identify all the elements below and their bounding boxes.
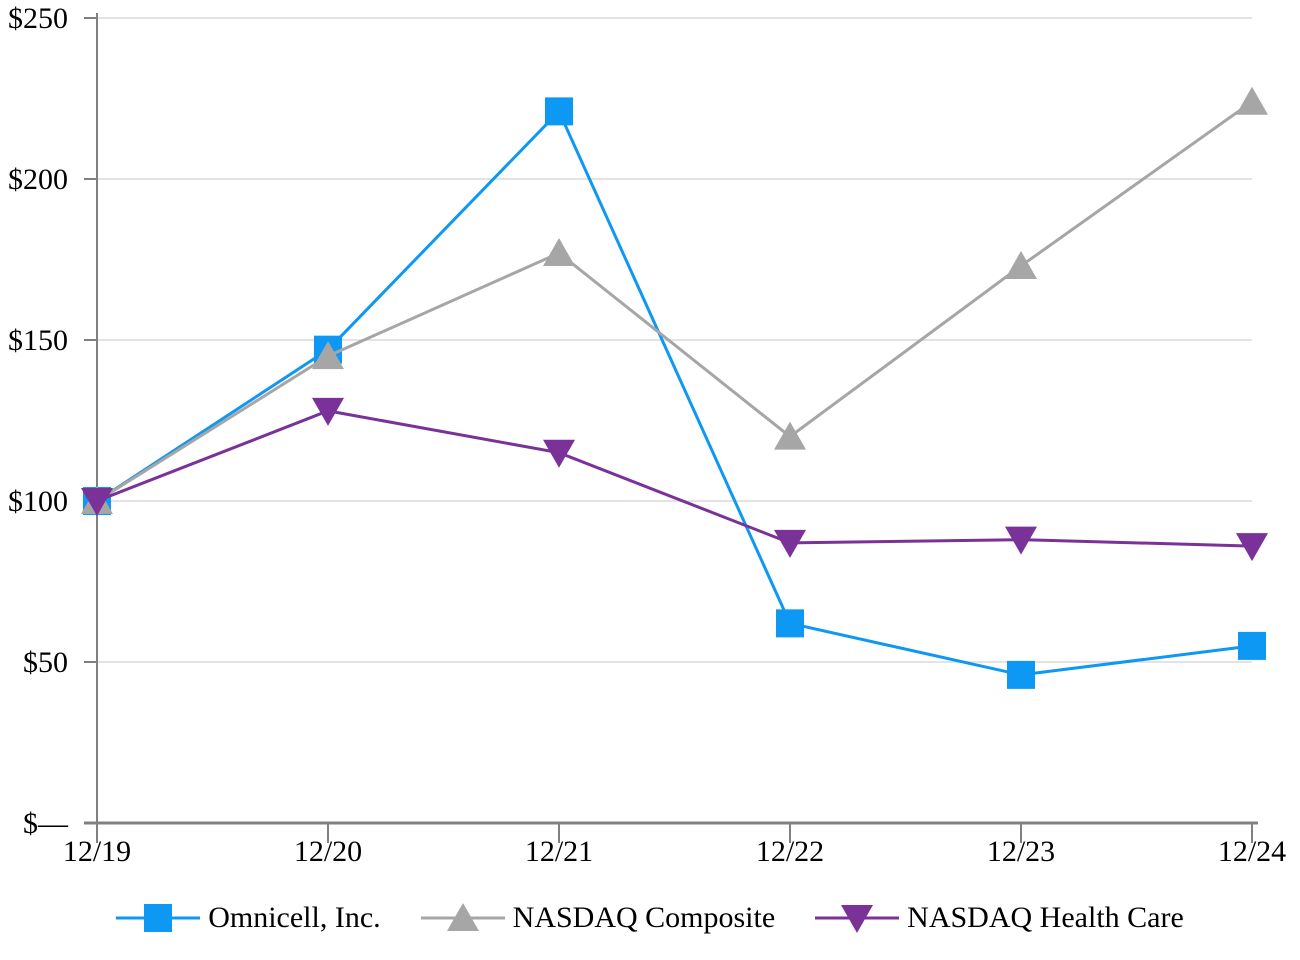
nasdaq-composite-marker [312,341,344,370]
triangle-up-legend-marker-icon [420,903,505,931]
gridlines-group [97,17,1252,663]
chart-plot-area: $— $50 $100 $150 $200 $250 12/19 12/20 12/21 12/2… [8,2,1286,868]
y-axis-label: $200 [8,163,68,196]
nasdaq-health-care-marker [81,488,113,516]
nasdaq-health-care-marker [1005,526,1037,555]
legend-label-nasdaq-composite: NASDAQ Composite [512,901,776,934]
legend-item-nasdaq-composite: NASDAQ Composite [420,900,776,936]
y-axis-label: $100 [8,485,68,518]
legend-marker [144,904,173,932]
x-axis-label: 12/22 [756,835,824,868]
omnicell-inc-marker [545,97,573,126]
legend-marker [841,905,874,933]
nasdaq-composite-marker [1005,250,1037,279]
y-axis-label: $250 [8,2,68,35]
nasdaq-health-care-marker [543,439,575,468]
legend-marker [446,903,479,931]
omnicell-inc-marker [1238,631,1266,660]
y-axis-label: $50 [23,646,68,679]
x-axis-label: 12/19 [63,835,131,868]
nasdaq-composite-line [96,100,1253,503]
nasdaq-health-care-series-swatch [815,900,900,936]
axis-labels-group: $— $50 $100 $150 $200 $250 12/19 12/20 12/21 12/2… [8,2,1286,868]
nasdaq-health-care-marker [312,397,344,426]
nasdaq-composite-marker [774,421,806,450]
data-series-group [81,86,1268,689]
omnicell-inc-marker [1007,660,1035,689]
axes-group [84,13,1258,843]
x-axis-label: 12/23 [987,835,1055,868]
x-axis-label: 12/21 [525,835,593,868]
nasdaq-composite-marker [1236,86,1268,115]
legend-item-nasdaq-health-care: NASDAQ Health Care [815,900,1184,936]
y-axis-label: $150 [8,324,68,357]
triangle-down-legend-marker-icon [815,905,900,933]
nasdaq-health-care-line [96,409,1253,548]
legend-label-nasdaq-health-care: NASDAQ Health Care [907,901,1184,934]
chart-legend: Omnicell, Inc. NASDAQ Composite NASDAQ H… [0,888,1300,948]
y-axis-label: $— [23,807,69,840]
x-axis-label: 12/24 [1218,835,1286,868]
nasdaq-composite-marker [543,238,575,267]
x-axis-label: 12/20 [294,835,362,868]
omnicell-series-swatch [116,900,201,936]
legend-label-omnicell: Omnicell, Inc. [208,901,381,934]
nasdaq-health-care-marker [774,529,806,558]
nasdaq-health-care-marker [1236,533,1268,562]
legend-item-omnicell: Omnicell, Inc. [116,900,381,936]
omnicell-inc-line [96,108,1253,677]
square-legend-marker-icon [116,904,201,932]
nasdaq-composite-series-swatch [420,900,505,936]
omnicell-inc-marker [776,609,804,638]
